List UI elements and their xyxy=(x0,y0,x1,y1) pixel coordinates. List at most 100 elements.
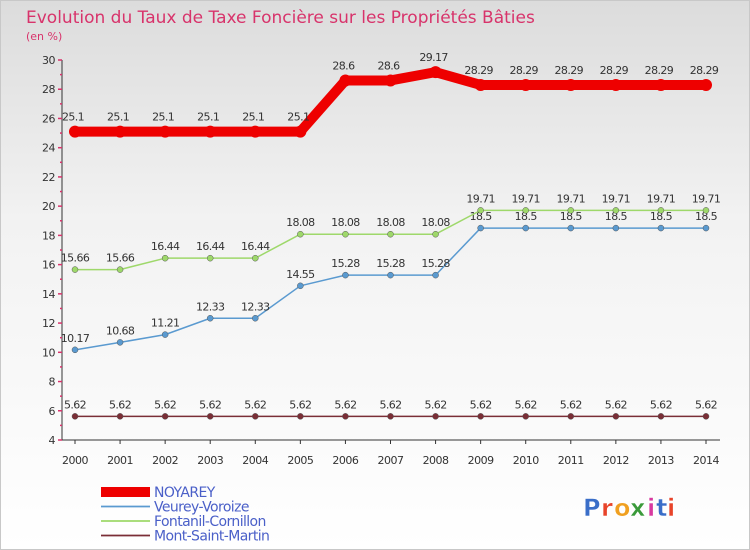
data-label-mont-saint-martin: 5.62 xyxy=(244,398,266,411)
data-point-mont-saint-martin xyxy=(342,413,349,420)
data-point-veurey-voroize xyxy=(342,271,349,279)
data-label-mont-saint-martin: 5.62 xyxy=(64,398,86,411)
data-label-fontanil-cornillon: 16.44 xyxy=(196,240,225,253)
y-tick-label: 12 xyxy=(42,317,55,330)
data-point-veurey-voroize xyxy=(206,315,214,322)
logo-letter: o xyxy=(614,494,631,522)
data-label-fontanil-cornillon: 15.66 xyxy=(106,252,135,265)
x-tick-label: 2004 xyxy=(242,454,268,467)
data-point-noyarey xyxy=(474,78,487,91)
data-label-fontanil-cornillon: 19.71 xyxy=(692,192,721,205)
x-tick-label: 2005 xyxy=(287,454,313,467)
y-tick-label: 4 xyxy=(49,434,56,447)
data-point-mont-saint-martin xyxy=(252,413,259,420)
data-label-fontanil-cornillon: 19.71 xyxy=(602,192,631,205)
data-point-fontanil-cornillon xyxy=(116,266,124,273)
data-point-mont-saint-martin xyxy=(161,413,169,420)
data-point-veurey-voroize xyxy=(297,282,304,290)
data-label-veurey-voroize: 18.5 xyxy=(695,210,718,223)
data-label-veurey-voroize: 18.5 xyxy=(650,210,673,223)
data-label-noyarey: 25.1 xyxy=(287,111,309,124)
data-point-noyarey xyxy=(700,78,712,91)
data-point-fontanil-cornillon xyxy=(432,230,439,238)
data-label-fontanil-cornillon: 16.44 xyxy=(241,240,270,253)
data-point-fontanil-cornillon xyxy=(657,207,665,214)
data-label-noyarey: 28.29 xyxy=(645,64,674,77)
data-label-noyarey: 28.29 xyxy=(555,64,584,77)
logo-letter: t xyxy=(656,494,667,522)
data-label-fontanil-cornillon: 18.08 xyxy=(286,216,315,229)
data-label-fontanil-cornillon: 16.44 xyxy=(151,240,180,253)
data-label-mont-saint-martin: 5.62 xyxy=(515,398,537,411)
legend-label: Fontanil-Cornillon xyxy=(154,514,266,530)
x-tick-label: 2006 xyxy=(332,454,358,467)
data-point-noyarey xyxy=(384,74,397,87)
data-label-noyarey: 25.1 xyxy=(62,111,84,124)
data-point-veurey-voroize xyxy=(432,271,439,279)
data-point-noyarey xyxy=(429,66,442,79)
y-tick-label: 28 xyxy=(42,83,55,96)
y-tick-label: 22 xyxy=(42,171,55,184)
data-point-fontanil-cornillon xyxy=(702,207,710,214)
data-point-veurey-voroize xyxy=(477,224,484,232)
data-point-veurey-voroize xyxy=(161,331,169,338)
y-tick-label: 6 xyxy=(49,405,56,418)
data-point-veurey-voroize xyxy=(522,224,529,232)
data-label-mont-saint-martin: 5.62 xyxy=(695,398,717,411)
logo-letter: r xyxy=(601,494,613,522)
data-label-noyarey: 25.1 xyxy=(152,111,174,124)
data-label-fontanil-cornillon: 19.71 xyxy=(466,192,495,205)
data-label-fontanil-cornillon: 18.08 xyxy=(331,216,360,229)
data-label-mont-saint-martin: 5.62 xyxy=(154,398,176,411)
x-tick-label: 2011 xyxy=(558,454,584,467)
data-label-noyarey: 28.6 xyxy=(332,59,355,72)
data-label-mont-saint-martin: 5.62 xyxy=(289,398,311,411)
data-point-mont-saint-martin xyxy=(71,413,79,420)
data-point-veurey-voroize xyxy=(702,224,710,232)
series-group: 10.17 10.68 11.21 12.33 12.33 14.55 15.28 15.28… xyxy=(61,51,721,420)
x-tick-label: 2001 xyxy=(107,454,133,467)
chart-title: Evolution du Taux de Taxe Foncière sur l… xyxy=(26,8,535,28)
logo-letter: P xyxy=(583,494,601,522)
data-point-fontanil-cornillon xyxy=(387,230,394,238)
data-label-fontanil-cornillon: 19.71 xyxy=(647,192,676,205)
axes: 4 6 8 10 12 14 16 18 20 22 24 26 28 30 2000 2001 2002 200… xyxy=(42,54,720,467)
y-tick-label: 18 xyxy=(42,229,55,242)
data-point-noyarey xyxy=(159,125,172,138)
legend: NOYAREYVeurey-VoroizeFontanil-CornillonM… xyxy=(101,485,270,545)
x-tick-label: 2010 xyxy=(513,454,539,467)
data-label-fontanil-cornillon: 18.08 xyxy=(376,216,405,229)
data-label-fontanil-cornillon: 19.71 xyxy=(557,192,586,205)
data-label-mont-saint-martin: 5.62 xyxy=(605,398,627,411)
chart-subtitle: (en %) xyxy=(26,30,62,43)
x-tick-label: 2009 xyxy=(468,454,494,467)
x-tick-label: 2012 xyxy=(603,454,629,467)
data-label-fontanil-cornillon: 18.08 xyxy=(421,216,450,229)
data-label-noyarey: 28.29 xyxy=(690,64,719,77)
data-label-mont-saint-martin: 5.62 xyxy=(334,398,356,411)
data-label-noyarey: 25.1 xyxy=(242,111,264,124)
data-point-mont-saint-martin xyxy=(387,413,394,420)
data-point-veurey-voroize xyxy=(71,346,79,354)
data-label-mont-saint-martin: 5.62 xyxy=(109,398,131,411)
y-tick-label: 24 xyxy=(42,142,55,155)
data-label-noyarey: 25.1 xyxy=(197,111,219,124)
data-point-fontanil-cornillon xyxy=(612,207,620,214)
x-tick-label: 2000 xyxy=(62,454,88,467)
data-point-noyarey xyxy=(114,125,127,138)
data-label-noyarey: 28.29 xyxy=(464,64,493,77)
data-point-fontanil-cornillon xyxy=(161,254,169,262)
data-point-fontanil-cornillon xyxy=(71,266,79,273)
y-tick-label: 30 xyxy=(42,54,55,67)
data-label-veurey-voroize: 15.28 xyxy=(331,257,360,270)
data-label-noyarey: 28.29 xyxy=(509,64,538,77)
data-point-noyarey xyxy=(69,125,81,138)
data-point-mont-saint-martin xyxy=(206,413,214,420)
y-tick-label: 10 xyxy=(42,346,55,359)
data-label-veurey-voroize: 12.33 xyxy=(196,300,225,313)
data-label-veurey-voroize: 15.28 xyxy=(421,257,450,270)
data-label-veurey-voroize: 15.28 xyxy=(376,257,405,270)
data-label-veurey-voroize: 10.68 xyxy=(106,324,135,337)
data-point-noyarey xyxy=(609,78,622,91)
data-point-fontanil-cornillon xyxy=(342,230,349,238)
